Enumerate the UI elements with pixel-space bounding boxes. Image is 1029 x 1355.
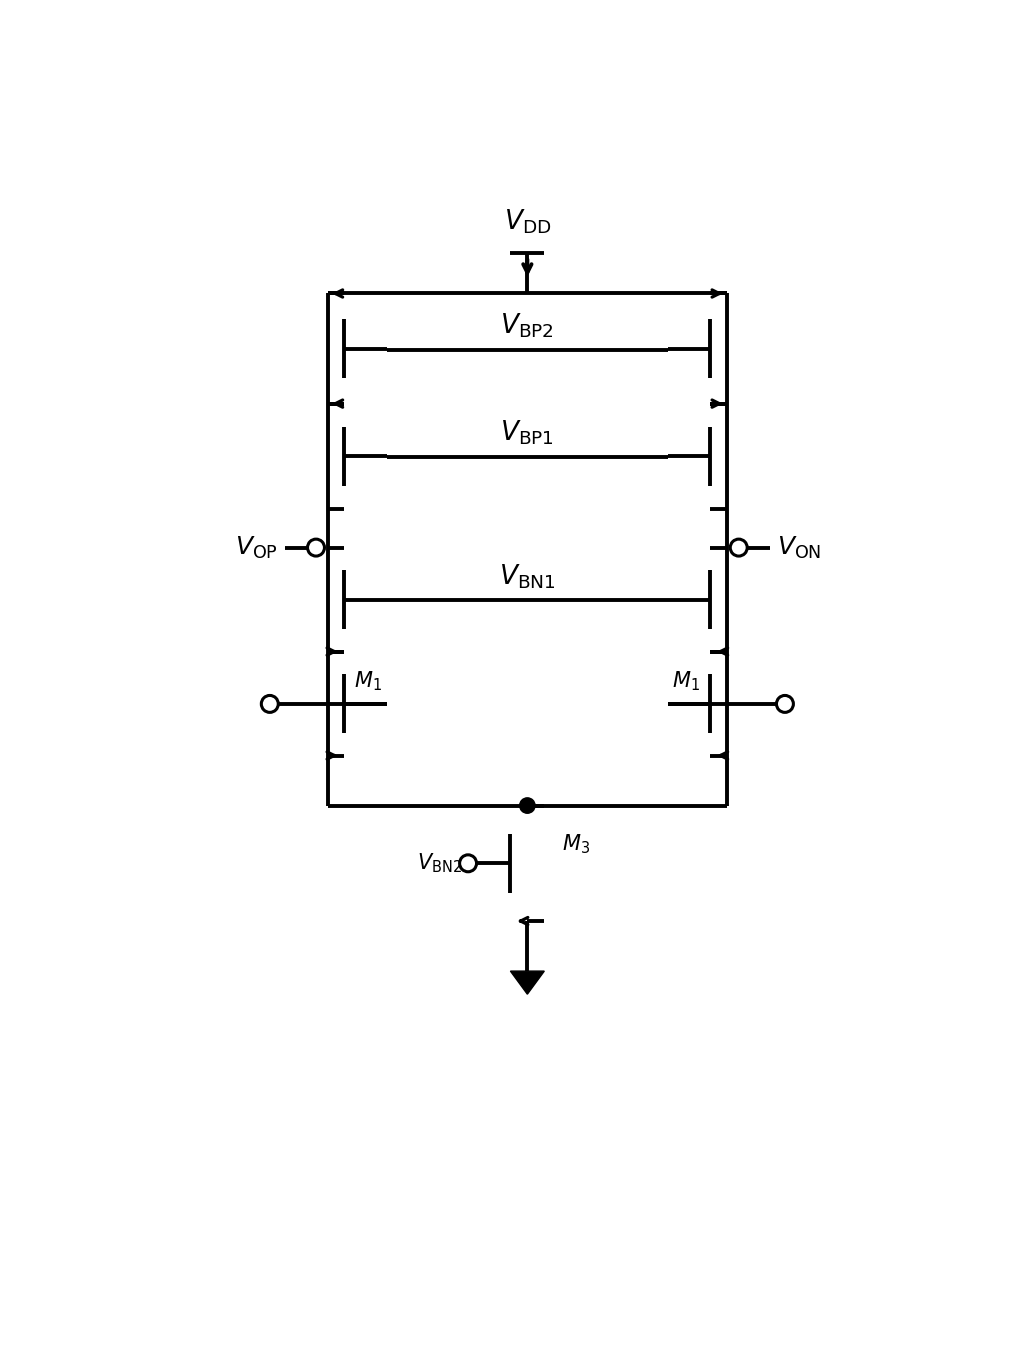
Polygon shape — [510, 972, 544, 995]
Circle shape — [731, 539, 747, 556]
Text: $V_{\mathrm{BP1}}$: $V_{\mathrm{BP1}}$ — [500, 419, 555, 447]
Text: $M_3$: $M_3$ — [562, 832, 590, 855]
Text: $M_1$: $M_1$ — [355, 669, 383, 694]
Text: $V_{\mathrm{BP2}}$: $V_{\mathrm{BP2}}$ — [500, 312, 555, 340]
Circle shape — [308, 539, 324, 556]
Circle shape — [520, 798, 535, 813]
Circle shape — [261, 695, 278, 713]
Text: $V_{\mathrm{BN2}}$: $V_{\mathrm{BN2}}$ — [417, 851, 462, 875]
Text: $M_1$: $M_1$ — [672, 669, 700, 694]
Circle shape — [460, 855, 476, 871]
Text: $V_{\mathrm{OP}}$: $V_{\mathrm{OP}}$ — [235, 534, 278, 561]
Text: $V_{\mathrm{ON}}$: $V_{\mathrm{ON}}$ — [777, 534, 821, 561]
Circle shape — [777, 695, 793, 713]
Text: $\mathit{V}_{\mathrm{DD}}$: $\mathit{V}_{\mathrm{DD}}$ — [503, 207, 552, 236]
Text: $V_{\mathrm{BN1}}$: $V_{\mathrm{BN1}}$ — [499, 562, 556, 591]
